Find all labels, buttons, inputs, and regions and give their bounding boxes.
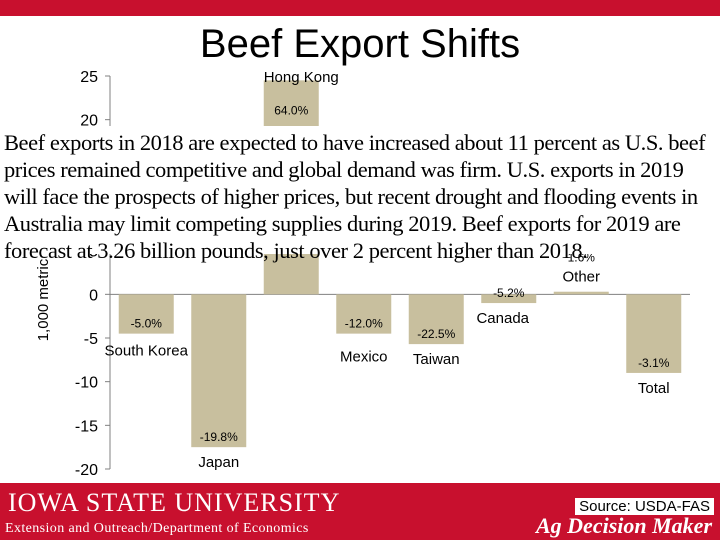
y-tick-label: -20 [75,462,98,479]
data-label: -22.5% [417,327,455,341]
bar-other [553,291,609,295]
data-label: 1.6% [568,251,596,265]
bar-chart: 2520151050-5-10-15-201,000 metric-5.0%So… [35,69,690,479]
department-line: Extension and Outreach/Department of Eco… [5,521,309,536]
category-label: Hong Kong [264,69,339,86]
category-label: Japan [198,454,239,471]
data-label: -12.0% [345,317,383,331]
category-label: South Korea [105,343,189,360]
top-accent-bar [0,0,720,16]
bar-total [626,294,682,373]
y-tick-label: 0 [89,287,98,304]
bar-mexico [336,294,392,334]
bar-canada [481,294,537,304]
y-tick-label: -15 [75,418,98,435]
data-label: -5.0% [131,317,163,331]
bar-taiwan [408,294,464,345]
slide-title: Beef Export Shifts [199,22,521,66]
y-tick-label: -10 [75,375,98,392]
category-label: Other [562,269,600,286]
category-label: Canada [476,310,529,327]
y-tick-label: 20 [80,113,98,130]
y-axis-title: 1,000 metric [35,258,52,341]
university-name: IOWA STATE UNIVERSITY [8,488,341,517]
data-label: 64.0% [274,103,308,117]
data-label: -19.8% [200,430,238,444]
summary-text-box: Beef exports in 2018 are expected to hav… [0,126,720,263]
category-label: Mexico [340,349,388,366]
category-label: Taiwan [413,351,460,368]
bar-south-korea [118,294,174,334]
brand-logo-text: Ag Decision Maker [536,513,712,538]
data-label: -5.2% [493,286,525,300]
y-tick-label: -5 [84,331,98,348]
data-label: -3.1% [638,356,670,370]
source-note: Source: USDA-FAS [575,498,714,515]
bar-japan [191,294,247,448]
y-tick-label: 25 [80,69,98,86]
category-label: Total [638,380,670,397]
